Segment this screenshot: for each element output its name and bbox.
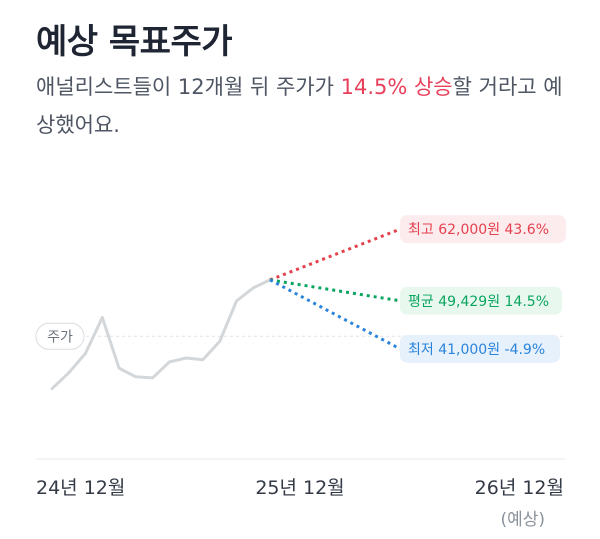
target-low: 최저 41,000원 -4.9% <box>269 278 560 363</box>
target-low-badge <box>400 334 560 363</box>
description-prefix: 애널리스트들이 12개월 뒤 주가가 <box>36 75 341 99</box>
description-highlight: 14.5% 상승 <box>340 75 453 99</box>
target-high-line <box>269 227 401 282</box>
description: 애널리스트들이 12개월 뒤 주가가 14.5% 상승할 거라고 예상했어요. <box>36 68 576 144</box>
target-high: 최고 62,000원 43.6% <box>269 215 566 282</box>
target-avg-line <box>269 278 401 303</box>
target-avg: 평균 49,429원 14.5% <box>269 278 562 315</box>
price-history-line <box>50 278 272 391</box>
x-tick-label-2: 26년 12월 <box>475 477 564 499</box>
target-high-badge <box>400 215 566 244</box>
x-tick-label-1: 25년 12월 <box>255 477 344 499</box>
price-label: 주가 <box>47 329 73 345</box>
target-avg-badge <box>400 286 562 315</box>
x-tick-label-0: 24년 12월 <box>36 477 125 499</box>
target-high-label: 최고 62,000원 43.6% <box>408 222 549 238</box>
x-tick-sublabel-2: (예상) <box>500 510 545 530</box>
target-avg-label: 평균 49,429원 14.5% <box>408 294 549 310</box>
price-label-pill: 주가 <box>35 322 85 350</box>
description-suffix: 할 거라고 예상했어요. <box>36 75 563 137</box>
page-title: 예상 목표주가 <box>36 22 233 62</box>
target-low-label: 최저 41,000원 -4.9% <box>408 342 545 358</box>
